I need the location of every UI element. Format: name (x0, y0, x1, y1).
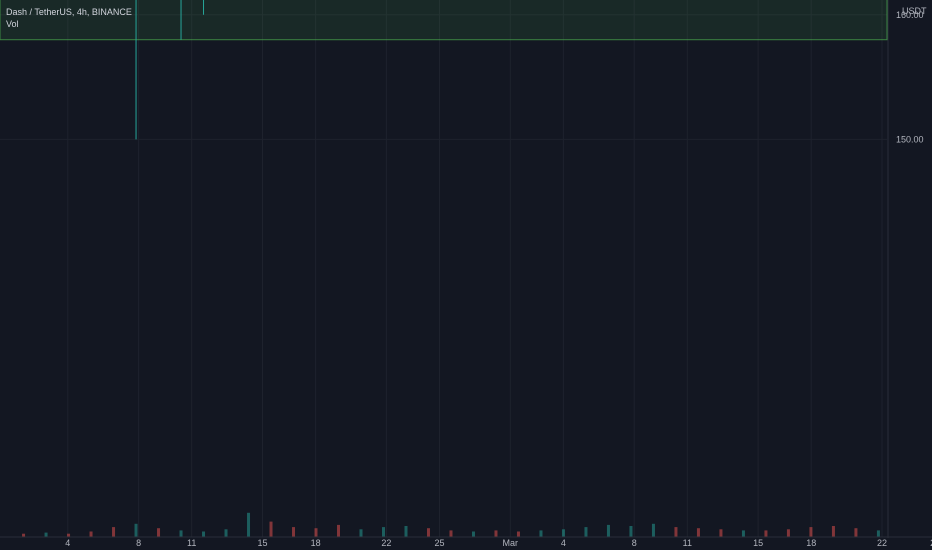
volume-bar (157, 528, 161, 537)
volume-bar (44, 532, 48, 537)
x-tick-label: 22 (877, 538, 887, 548)
volume-bar (337, 524, 341, 537)
volume-bar (786, 529, 790, 537)
volume-bar (854, 528, 858, 537)
chart-legend: Dash / TetherUS, 4h, BINANCE Vol (6, 6, 132, 30)
symbol-legend: Dash / TetherUS, 4h, BINANCE (6, 7, 132, 17)
volume-bar (67, 533, 71, 537)
volume-bar (809, 527, 813, 537)
volume-bar (269, 521, 273, 537)
volume-bar (134, 523, 138, 537)
volume-bar (202, 531, 206, 537)
volume-bar (764, 530, 768, 537)
x-tick-label: 8 (632, 538, 637, 548)
volume-bar (381, 527, 385, 537)
x-tick-label: 4 (561, 538, 566, 548)
y-tick-label: 150.00 (896, 134, 924, 144)
zones (0, 0, 888, 41)
currency-label: USDT (902, 6, 927, 16)
volume-bar (449, 530, 453, 537)
x-tick-label: 25 (434, 538, 444, 548)
x-tick-label: 18 (311, 538, 321, 548)
x-tick-label: 18 (806, 538, 816, 548)
volume-bar (359, 529, 363, 537)
volume-bar (831, 526, 835, 537)
volume-bar (539, 530, 543, 537)
volume-bar (426, 528, 430, 537)
volume-legend: Vol (6, 19, 19, 29)
volume-bar (629, 526, 633, 537)
volume-bar (22, 533, 26, 537)
x-tick-label: 11 (683, 538, 692, 548)
candles (135, 0, 205, 140)
x-tick-label: 8 (136, 538, 141, 548)
time-axis-bg (0, 538, 932, 550)
volume-bars (22, 512, 925, 537)
volume-bar (516, 531, 520, 537)
volume-bar (651, 523, 655, 537)
volume-bar (561, 529, 565, 537)
volume-bar (292, 527, 296, 537)
volume-bar (471, 531, 475, 537)
volume-bar (404, 526, 408, 537)
volume-bar (674, 527, 678, 537)
volume-bar (606, 524, 610, 537)
volume-bar (224, 529, 228, 537)
volume-bar (89, 531, 93, 537)
volume-bar (741, 530, 745, 537)
volume-bar (314, 528, 318, 537)
x-tick-label: 25 (930, 538, 932, 548)
volume-bar (494, 530, 498, 537)
volume-bar (112, 527, 116, 537)
volume-bar (876, 530, 880, 537)
volume-bar (584, 527, 588, 537)
y-tick-label: 160.00 (896, 10, 924, 20)
x-tick-label: 15 (257, 538, 267, 548)
x-tick-label: 11 (187, 538, 196, 548)
volume-bar (719, 529, 723, 537)
x-tick-label: 15 (753, 538, 763, 548)
x-tick-label: 4 (65, 538, 70, 548)
price-axis-bg (888, 0, 932, 550)
support-zone (0, 0, 888, 41)
volume-bar (179, 530, 183, 537)
x-tick-label: 22 (381, 538, 391, 548)
volume-bar (247, 512, 251, 537)
x-tick-label: Mar (503, 538, 519, 548)
volume-bar (696, 528, 700, 537)
grid (0, 0, 887, 537)
